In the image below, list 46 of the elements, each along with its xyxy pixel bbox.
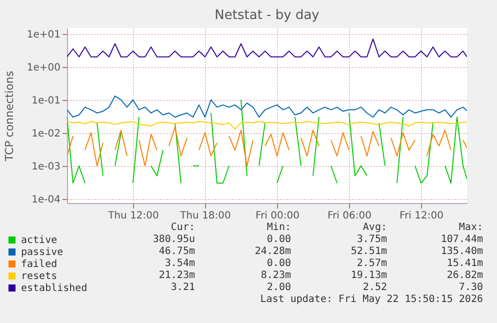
legend-label: active (21, 235, 58, 246)
y-tick-label: 1e-01 (32, 95, 60, 106)
x-tick-label: Thu 18:00 (179, 210, 231, 222)
legend-label: established (21, 283, 88, 294)
legend-label: resets (21, 271, 58, 282)
y-axis-title: TCP connections (2, 70, 16, 162)
text: Max: (458, 222, 483, 234)
text: 2.00 (266, 282, 291, 294)
text: 24.28m (254, 246, 291, 258)
text: Min: (266, 222, 291, 234)
text: 7.30 (458, 282, 483, 294)
y-tick-label: 1e-03 (32, 161, 60, 172)
text: Cur: (170, 222, 195, 234)
text: 46.75m (158, 246, 195, 258)
x-tick-label: Fri 06:00 (328, 210, 372, 222)
text: 52.51m (350, 246, 387, 258)
text: Last update: Fri May 22 15:50:15 2026 (260, 294, 483, 306)
text: 135.40m (440, 246, 483, 258)
text: 26.82m (446, 270, 483, 282)
y-tick-label: 1e-02 (32, 128, 60, 140)
text: 107.44m (440, 234, 483, 246)
line-series (67, 96, 467, 118)
text: 2.57m (356, 258, 387, 270)
line-series (67, 38, 467, 58)
line-series (67, 121, 467, 130)
text: 8.23m (260, 270, 291, 282)
x-tick-label: Fri 12:00 (400, 210, 444, 222)
y-tick-label: 1e+01 (26, 29, 60, 40)
text: 19.13m (350, 270, 387, 282)
text: 21.23m (158, 270, 195, 282)
legend-label: passive (21, 247, 64, 258)
text: 3.21 (170, 282, 195, 294)
text: 2.52 (362, 282, 387, 294)
text: 3.54m (164, 258, 195, 270)
text: 0.00 (266, 258, 291, 270)
legend-label: failed (21, 259, 58, 270)
text: 380.95u (152, 234, 195, 246)
text: 3.75m (356, 234, 387, 246)
y-tick-label: 1e-04 (32, 194, 60, 206)
x-tick-label: Thu 12:00 (107, 210, 159, 222)
x-tick-label: Fri 00:00 (256, 210, 300, 222)
y-tick-label: 1e+00 (26, 62, 60, 74)
text: Avg: (362, 222, 387, 234)
chart-title: Netstat - by day (214, 8, 320, 23)
text: 15.41m (446, 258, 483, 270)
text: 0.00 (266, 234, 291, 246)
